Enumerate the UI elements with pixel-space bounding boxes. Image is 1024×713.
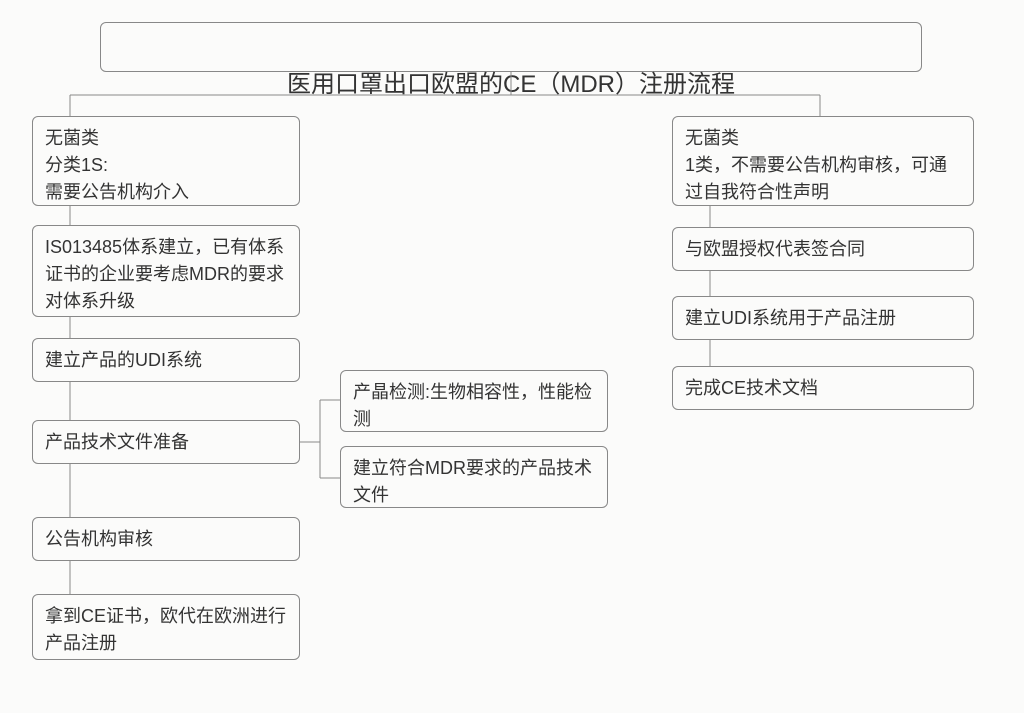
node-text: 公告机构审核 (45, 529, 153, 549)
node-text: IS013485体系建立，已有体系证书的企业要考虑MDR的要求对体系升级 (45, 237, 284, 311)
node-text: 与欧盟授权代表签合同 (685, 239, 865, 259)
node-left-6: 拿到CE证书，欧代在欧洲进行产品注册 (32, 594, 300, 660)
node-left-1: 无菌类 分类1S: 需要公告机构介入 (32, 116, 300, 206)
node-right-3: 建立UDI系统用于产品注册 (672, 296, 974, 340)
node-text: 建立符合MDR要求的产品技术文件 (353, 458, 592, 505)
node-mid-1: 产晶检测:生物相容性，性能检测 (340, 370, 608, 432)
node-right-1: 无菌类 1类，不需要公告机构审核，可通过自我符合性声明 (672, 116, 974, 206)
node-right-2: 与欧盟授权代表签合同 (672, 227, 974, 271)
flow-title: 医用口罩出口欧盟的CE（MDR）注册流程 (100, 22, 922, 72)
node-text: 完成CE技术文档 (685, 378, 818, 398)
node-mid-2: 建立符合MDR要求的产品技术文件 (340, 446, 608, 508)
node-left-5: 公告机构审核 (32, 517, 300, 561)
node-text: 产晶检测:生物相容性，性能检测 (353, 382, 592, 429)
node-left-2: IS013485体系建立，已有体系证书的企业要考虑MDR的要求对体系升级 (32, 225, 300, 317)
node-text: 无菌类 分类1S: 需要公告机构介入 (45, 128, 189, 202)
node-text: 拿到CE证书，欧代在欧洲进行产品注册 (45, 606, 286, 653)
node-text: 建立UDI系统用于产品注册 (685, 308, 896, 328)
node-right-4: 完成CE技术文档 (672, 366, 974, 410)
node-left-4: 产品技术文件准备 (32, 420, 300, 464)
node-text: 产品技术文件准备 (45, 432, 189, 452)
node-text: 建立产品的UDI系统 (45, 350, 202, 370)
node-text: 无菌类 1类，不需要公告机构审核，可通过自我符合性声明 (685, 128, 947, 202)
node-left-3: 建立产品的UDI系统 (32, 338, 300, 382)
title-text: 医用口罩出口欧盟的CE（MDR）注册流程 (287, 71, 735, 98)
